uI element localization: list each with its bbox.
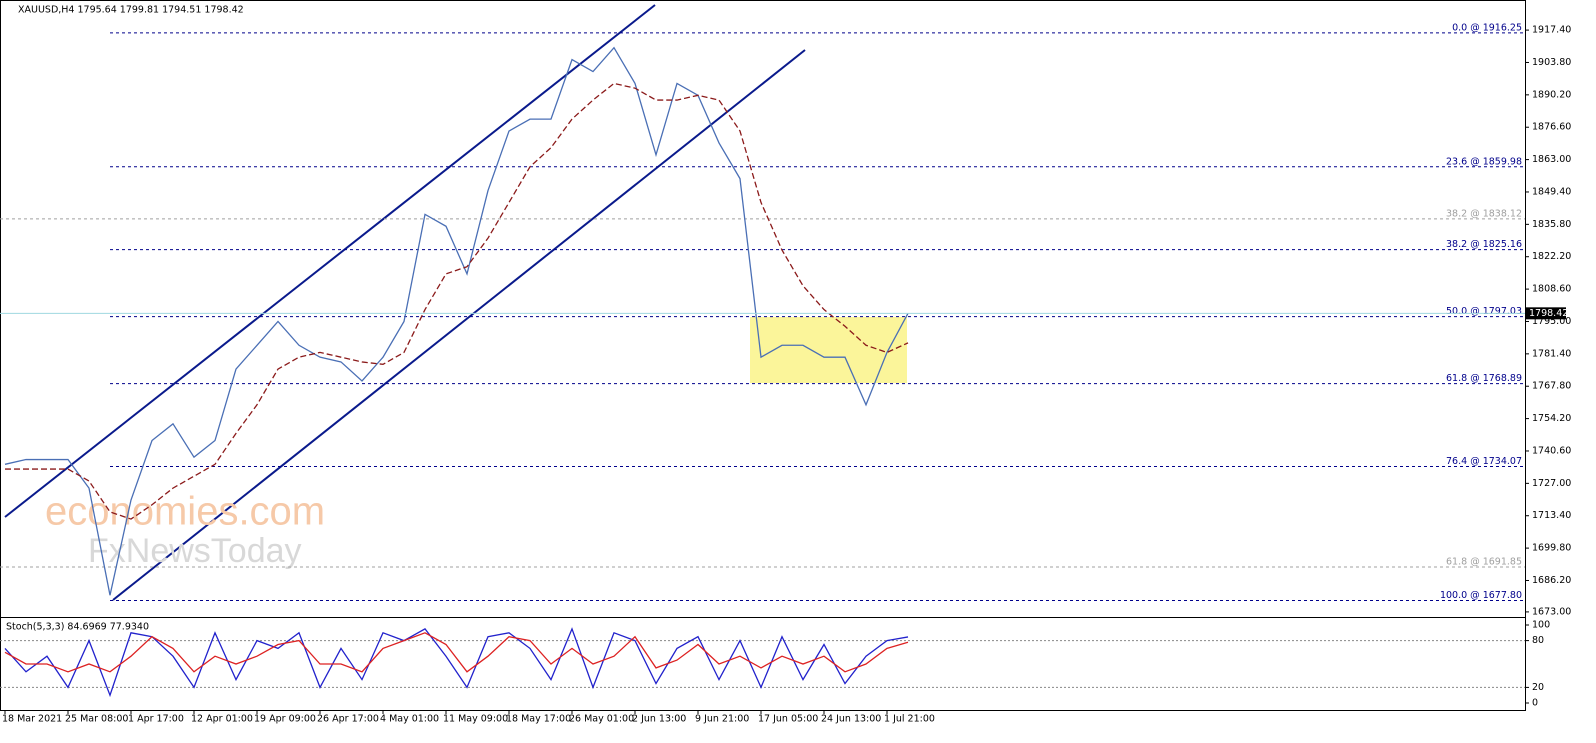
watermark: economies.com <box>45 490 325 534</box>
fib-label: 61.8 @ 1768.89 <box>1446 373 1522 384</box>
fib-label: 61.8 @ 1691.85 <box>1446 557 1522 568</box>
fib-label: 0.0 @ 1916.25 <box>1452 22 1522 33</box>
y-tick-label: 1699.80 <box>1532 543 1571 554</box>
x-tick-label: 4 May 01:00 <box>380 714 439 725</box>
x-tick-label: 2 Jun 13:00 <box>632 714 686 725</box>
x-tick-label: 24 Jun 13:00 <box>821 714 881 725</box>
watermark: FxNewsToday <box>88 532 302 570</box>
x-tick-label: 17 Jun 05:00 <box>758 714 818 725</box>
y-tick-label: 20 <box>1532 682 1544 693</box>
x-tick-label: 25 Mar 08:00 <box>65 714 128 725</box>
y-tick-label: 1917.40 <box>1532 25 1571 36</box>
y-tick-label: 1727.00 <box>1532 478 1571 489</box>
y-tick-label: 100 <box>1532 620 1550 631</box>
y-tick-label: 1903.80 <box>1532 57 1571 68</box>
x-tick-label: 1 Jul 21:00 <box>884 714 935 725</box>
fib-label: 38.2 @ 1838.12 <box>1446 208 1522 219</box>
y-tick-label: 1686.20 <box>1532 575 1571 586</box>
y-tick-label: 0 <box>1532 698 1538 709</box>
x-tick-label: 18 Mar 2021 <box>2 714 62 725</box>
y-tick-label: 1673.00 <box>1532 606 1571 617</box>
x-tick-label: 18 May 17:00 <box>506 714 571 725</box>
series-line <box>5 82 909 520</box>
fib-label: 38.2 @ 1825.16 <box>1446 239 1522 250</box>
y-tick-label: 1754.20 <box>1532 413 1571 424</box>
y-tick-label: 1795.00 <box>1532 316 1571 327</box>
x-tick-label: 9 Jun 21:00 <box>695 714 749 725</box>
x-tick-label: 26 May 01:00 <box>569 714 634 725</box>
y-tick-label: 1863.00 <box>1532 154 1571 165</box>
fib-label: 23.6 @ 1859.98 <box>1446 156 1522 167</box>
y-tick-label: 1808.60 <box>1532 284 1571 295</box>
y-tick-label: 1849.40 <box>1532 186 1571 197</box>
fib-label: 76.4 @ 1734.07 <box>1446 456 1522 467</box>
y-tick-label: 1835.80 <box>1532 219 1571 230</box>
series-line <box>4 627 909 698</box>
fib-label: 50.0 @ 1797.03 <box>1446 306 1522 317</box>
x-tick-label: 19 Apr 09:00 <box>254 714 316 725</box>
y-tick-label: 1822.20 <box>1532 251 1571 262</box>
last-price-box <box>1526 307 1566 320</box>
chart-title: XAUUSD,H4 1795.64 1799.81 1794.51 1798.4… <box>18 5 244 16</box>
indicator-title: Stoch(5,3,3) 84.6969 77.9340 <box>6 622 149 633</box>
x-tick-label: 11 May 09:00 <box>443 714 508 725</box>
x-tick-label: 12 Apr 01:00 <box>191 714 253 725</box>
channel-lower <box>112 49 806 601</box>
y-tick-label: 1767.80 <box>1532 381 1571 392</box>
x-tick-label: 26 Apr 17:00 <box>317 714 379 725</box>
fib-label: 100.0 @ 1677.80 <box>1440 590 1522 601</box>
series-line <box>4 632 909 673</box>
channel-upper <box>4 4 656 518</box>
y-tick-label: 80 <box>1532 635 1544 646</box>
last-price-label: 1798.42 <box>1529 308 1568 319</box>
y-tick-label: 1740.60 <box>1532 445 1571 456</box>
y-tick-label: 1781.40 <box>1532 348 1571 359</box>
y-tick-label: 1876.60 <box>1532 122 1571 133</box>
y-tick-label: 1713.40 <box>1532 510 1571 521</box>
y-tick-label: 1890.20 <box>1532 89 1571 100</box>
x-tick-label: 1 Apr 17:00 <box>128 714 184 725</box>
series-line <box>4 46 909 596</box>
